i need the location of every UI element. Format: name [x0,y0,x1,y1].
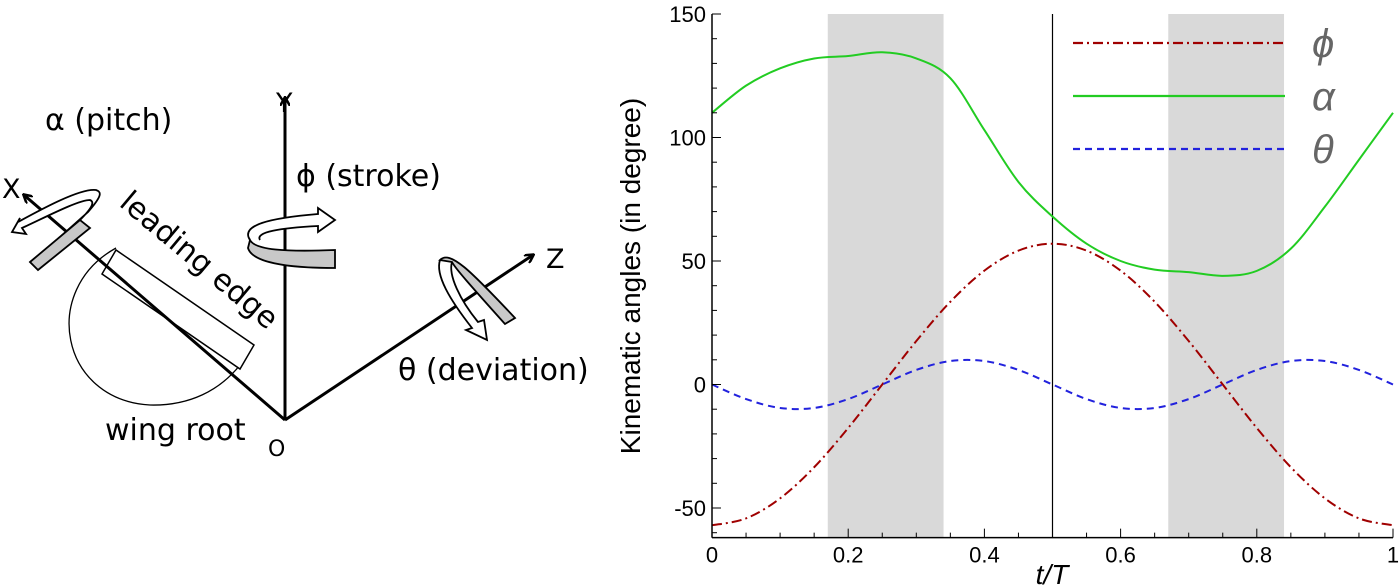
deviation-rotation-icon [438,256,517,342]
leading-edge-bar [101,248,255,371]
y-axis-label: Kinematic angles (in degree) [615,98,646,454]
x-tick-label: 0.2 [833,543,864,568]
wing-root-label: wing root [105,413,246,448]
x-tick-label: 0.8 [1242,543,1273,568]
pitch-rotation-icon [10,189,101,272]
series-line-0 [711,242,1394,527]
legend-label-0: ϕ [1312,22,1334,66]
axis-y-label: Y [275,88,293,119]
pitch-label: α (pitch) [45,103,172,138]
deviation-label: θ (deviation) [398,353,589,388]
series-line-1 [711,51,1394,277]
shaded-phase-0 [827,14,944,538]
y-tick-label: -50 [674,496,706,521]
axis-z-label: Z [546,244,565,275]
x-tick-label: 0 [706,543,718,568]
wing-kinematics-diagram: Y X Z O α (pitch) ϕ (stroke) θ (deviatio… [2,88,589,462]
y-tick-label: 0 [694,373,706,398]
legend-label-2: θ [1312,128,1334,172]
legend-label-1: α [1312,75,1336,119]
origin-label: O [268,437,285,462]
x-axis-label: t/T [1036,559,1071,588]
stroke-label: ϕ (stroke) [296,159,441,194]
axis-x-label: X [2,174,21,205]
stroke-rotation-icon [247,206,337,269]
y-tick-label: 100 [669,126,706,151]
x-tick-label: 1 [1387,543,1399,568]
y-tick-label: 150 [669,2,706,27]
x-tick-label: 0.4 [969,543,1000,568]
z-axis-arrow [284,255,533,422]
y-tick-label: 50 [682,249,706,274]
wing-outline [68,247,241,406]
x-tick-label: 0.6 [1105,543,1136,568]
